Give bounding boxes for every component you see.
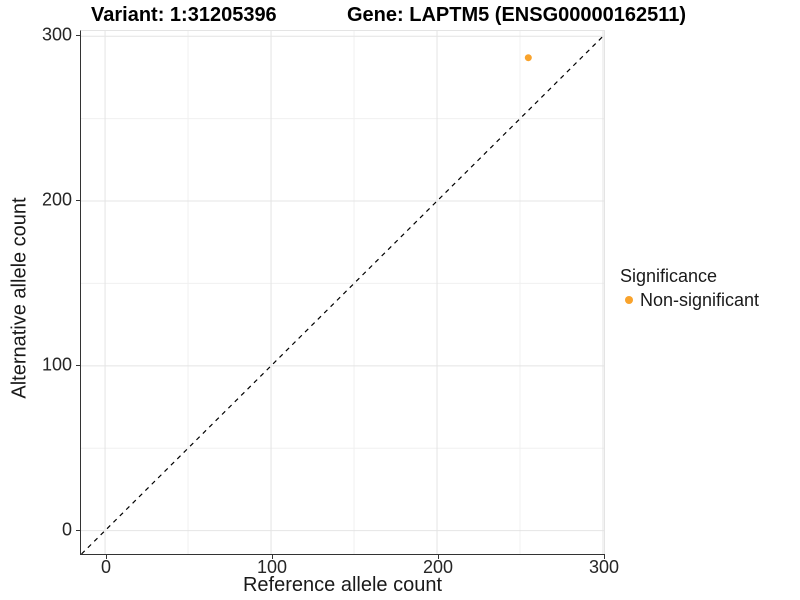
y-tick-label: 200 xyxy=(41,189,72,210)
x-tick-label: 200 xyxy=(422,557,454,577)
identity-line xyxy=(81,34,604,554)
x-axis-title: Reference allele count xyxy=(242,574,442,596)
x-tick-label: 100 xyxy=(257,557,288,577)
plot-panel xyxy=(80,30,605,555)
legend-point-icon xyxy=(625,296,633,304)
x-tick-label: 300 xyxy=(588,557,620,577)
data-point xyxy=(524,54,532,62)
y-axis-title: Alternative allele count xyxy=(8,197,31,399)
legend-entry-label: Non-significant xyxy=(640,289,760,310)
legend: Significance Non-significant xyxy=(620,266,759,311)
plot-canvas xyxy=(81,31,604,554)
y-axis-tick xyxy=(76,35,81,37)
y-axis-tick xyxy=(76,364,81,366)
x-axis-tick xyxy=(272,554,274,559)
y-axis-tick xyxy=(76,529,81,531)
y-tick-label: 100 xyxy=(41,354,72,375)
legend-title: Significance xyxy=(620,266,718,286)
plot-title-gene: Gene: LAPTM5 (ENSG00000162511) xyxy=(347,4,687,26)
y-tick-label: 0 xyxy=(61,519,72,540)
x-axis-tick xyxy=(604,554,605,559)
x-axis-tick xyxy=(106,554,108,559)
y-axis-tick xyxy=(76,200,81,202)
x-axis-tick xyxy=(438,554,440,559)
y-tick-label: 300 xyxy=(41,24,72,45)
legend-entry: Non-significant xyxy=(620,289,759,311)
plot-title-variant: Variant: 1:31205396 xyxy=(91,4,277,26)
x-tick-label: 0 xyxy=(101,557,112,577)
